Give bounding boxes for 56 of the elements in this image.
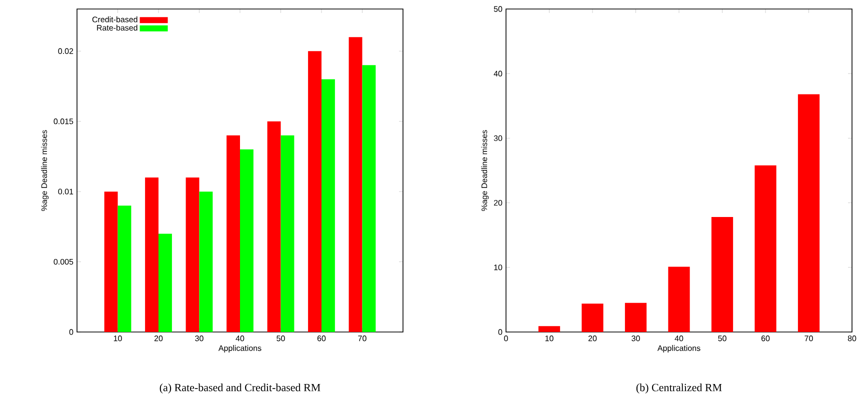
bar (624, 302, 647, 332)
text: (b) Centralized RM (636, 384, 722, 394)
bar (104, 192, 118, 332)
x-axis-title: Applications (218, 345, 262, 353)
x-tick-label: 30 (195, 336, 204, 342)
bar (226, 135, 240, 332)
bar (280, 135, 294, 332)
bar (711, 217, 734, 332)
x-tick-label: 70 (804, 336, 813, 342)
y-tick-label: 0 (69, 329, 74, 335)
y-tick-label: 0.01 (58, 188, 74, 194)
bar (118, 206, 132, 332)
bar (186, 178, 200, 332)
y-axis-title: %age Deadline misses (41, 130, 49, 211)
y-tick-label: 40 (494, 70, 502, 76)
x-tick-label: 30 (632, 336, 640, 342)
bar (798, 94, 820, 332)
x-tick-label: 10 (545, 336, 554, 342)
y-tick-label: 30 (494, 135, 502, 142)
y-tick-label: 20 (494, 200, 502, 206)
bar (348, 37, 362, 332)
bar (158, 234, 172, 332)
bar (582, 304, 604, 332)
x-tick-label: 20 (588, 336, 597, 342)
x-axis-title: Applications (657, 345, 700, 353)
x-tick-label: 80 (848, 336, 856, 342)
y-tick-label: 0 (498, 329, 502, 335)
x-tick-label: 10 (114, 336, 122, 342)
bar (199, 192, 213, 332)
bar (362, 65, 376, 332)
x-tick-label: 60 (761, 336, 770, 342)
bar (754, 165, 776, 332)
x-tick-label: 50 (718, 336, 726, 342)
text: (a) Rate-based and Credit-based RM (160, 384, 320, 394)
bar (267, 121, 281, 332)
x-tick-label: 0 (504, 336, 508, 342)
bar (538, 326, 560, 332)
x-tick-label: 60 (317, 336, 326, 342)
x-tick-label: 70 (358, 336, 366, 342)
bar (145, 178, 158, 332)
x-tick-label: 40 (674, 336, 684, 342)
x-tick-label: 40 (236, 336, 244, 342)
y-tick-label: 50 (494, 6, 502, 12)
bar (668, 266, 690, 332)
y-tick-label: 0.015 (54, 118, 74, 124)
x-tick-label: 50 (276, 336, 285, 342)
bar (321, 79, 335, 332)
y-tick-label: 0.005 (54, 258, 74, 265)
y-tick-label: 10 (494, 264, 502, 270)
x-tick-label: 20 (154, 336, 163, 342)
y-axis-title: %age Deadline misses (481, 130, 489, 211)
bar (308, 51, 322, 332)
y-tick-label: 0.02 (58, 48, 74, 54)
legend-label: Rate-based (97, 24, 138, 31)
bar (240, 149, 254, 332)
legend-label: Credit-based (92, 16, 138, 22)
